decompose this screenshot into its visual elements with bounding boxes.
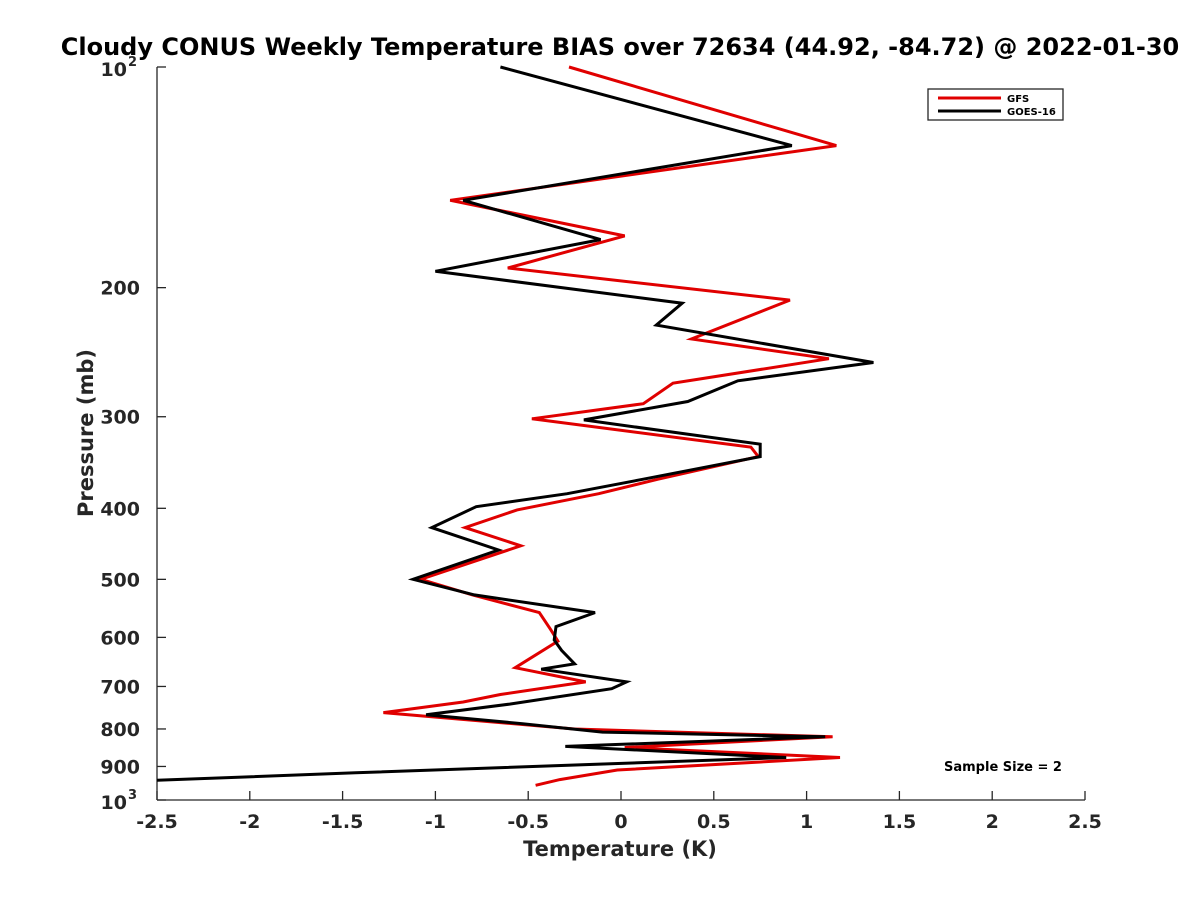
x-tick-label: -1.5 xyxy=(322,811,364,833)
y-axis-label: Pressure (mb) xyxy=(74,349,98,517)
y-tick-label: 200 xyxy=(100,278,140,300)
plot-area: -2.5 -2 -1.5 -1 -0.5 0 0.5 1 1.5 2 2.510 2200300400… xyxy=(100,55,1102,833)
x-tick-label: -1 xyxy=(425,811,446,833)
y-tick-exponent: 2 xyxy=(128,55,137,70)
sample-size-annotation: Sample Size = 2 xyxy=(944,760,1062,775)
x-tick-label: 0 xyxy=(614,811,627,833)
y-tick-label: 700 xyxy=(100,676,140,698)
y-tick-label: 10 xyxy=(101,59,127,81)
x-tick-label: 1.5 xyxy=(883,811,917,833)
x-tick-label: 2.5 xyxy=(1068,811,1102,833)
series-line-gfs xyxy=(383,65,841,787)
legend-box xyxy=(927,88,1064,121)
y-tick-exponent: 3 xyxy=(128,788,137,803)
x-axis-label: Temperature (K) xyxy=(523,837,717,861)
y-tick-label: 10 xyxy=(101,792,127,814)
y-tick-label: 600 xyxy=(100,627,140,649)
chart-title: Cloudy CONUS Weekly Temperature BIAS ove… xyxy=(61,33,1179,61)
x-tick-label: -2 xyxy=(239,811,260,833)
legend-label-goes-16: GOES-16 xyxy=(1007,107,1056,118)
x-tick-label: 2 xyxy=(986,811,999,833)
y-tick-label: 900 xyxy=(100,756,140,778)
y-tick-label: 500 xyxy=(100,569,140,591)
x-tick-label: -2.5 xyxy=(136,811,178,833)
y-tick-label: 300 xyxy=(100,407,140,429)
y-tick-label: 800 xyxy=(100,719,140,741)
y-tick-label: 400 xyxy=(100,498,140,520)
legend-label-gfs: GFS xyxy=(1007,94,1029,105)
legend: GFS GOES-16 xyxy=(927,88,1064,121)
series-line-goes-16 xyxy=(156,65,874,782)
x-tick-label: 0.5 xyxy=(697,811,731,833)
x-tick-label: 1 xyxy=(800,811,813,833)
x-tick-label: -0.5 xyxy=(507,811,549,833)
